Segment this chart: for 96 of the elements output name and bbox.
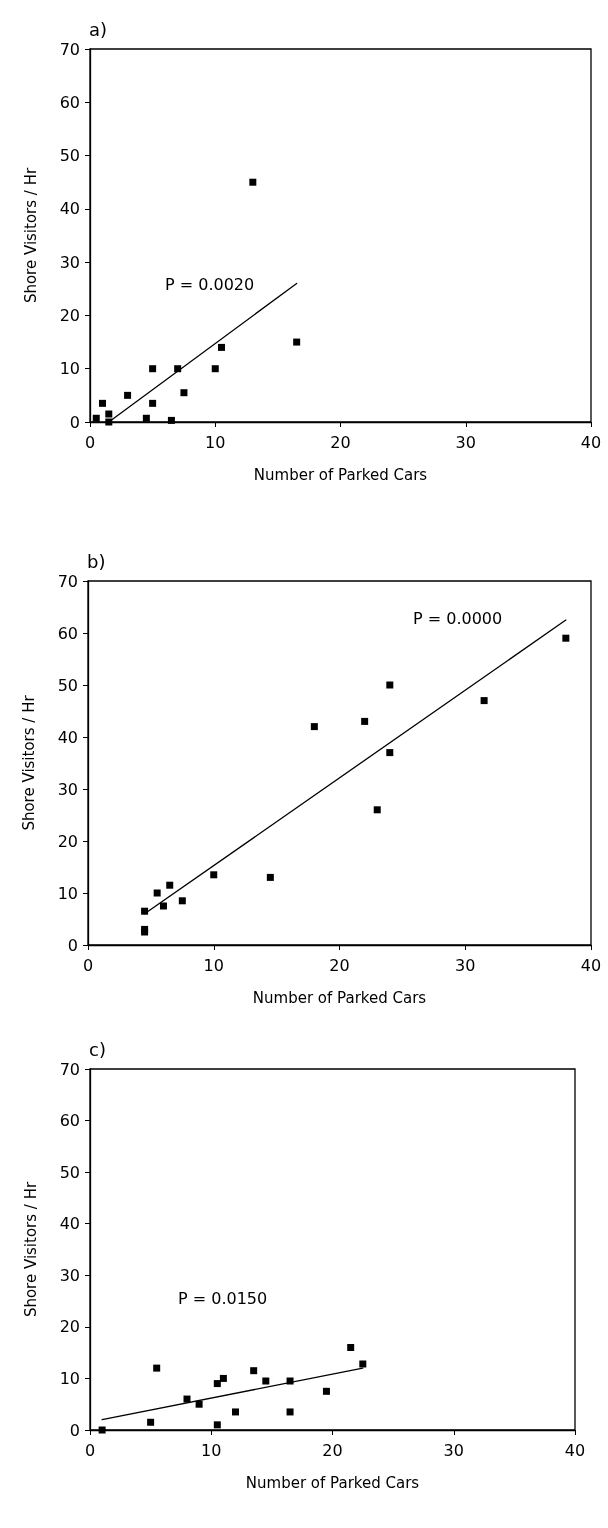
point	[480, 697, 488, 705]
chart-title: c)	[89, 1038, 106, 1060]
y-tick-label: 60	[57, 623, 78, 643]
point	[250, 1367, 258, 1375]
point	[147, 1418, 155, 1426]
y-tick-label: 40	[59, 1214, 80, 1234]
point	[322, 1387, 330, 1395]
y-tick-label: 10	[59, 359, 80, 379]
point	[219, 1374, 227, 1382]
point	[99, 399, 107, 407]
y-tick-label: 50	[57, 675, 78, 695]
point	[183, 1395, 191, 1403]
point	[153, 889, 161, 897]
y-tick-label: 60	[59, 92, 80, 112]
y-tick-label: 10	[59, 1368, 80, 1388]
x-tick-label: 20	[330, 432, 351, 452]
x-tick-label: 40	[580, 432, 602, 452]
y-tick-label: 0	[69, 412, 80, 432]
y-axis-title: Shore Visitors / Hr	[21, 1181, 40, 1318]
annotation: P = 0.0150	[178, 1288, 268, 1308]
x-tick-label: 40	[564, 1440, 586, 1460]
chart-title: b)	[87, 550, 106, 572]
point	[174, 365, 182, 373]
x-tick-label: 0	[84, 432, 96, 452]
annotation: P = 0.0020	[165, 274, 255, 294]
point	[178, 897, 186, 905]
y-tick-label: 20	[59, 1317, 80, 1337]
y-tick-label: 70	[59, 39, 80, 59]
point	[180, 389, 188, 397]
point	[159, 902, 167, 910]
point	[92, 414, 100, 422]
point	[153, 1364, 161, 1372]
y-axis-title: Shore Visitors / Hr	[21, 167, 40, 304]
x-tick-label: 30	[455, 955, 476, 975]
y-tick-label: 60	[59, 1111, 80, 1131]
point	[262, 1377, 270, 1385]
x-tick-label: 40	[580, 955, 602, 975]
point	[195, 1400, 203, 1408]
point	[124, 391, 132, 399]
y-tick-label: 30	[57, 779, 78, 799]
x-tick-label: 10	[203, 955, 224, 975]
y-tick-label: 40	[57, 727, 78, 747]
point	[286, 1408, 294, 1416]
y-tick-label: 30	[59, 1265, 80, 1285]
x-tick-label: 30	[455, 432, 476, 452]
x-tick-label: 0	[84, 1440, 96, 1460]
y-axis-title: Shore Visitors / Hr	[19, 694, 38, 831]
x-axis-title: Number of Parked Cars	[245, 1473, 420, 1492]
point	[310, 723, 318, 731]
point	[232, 1408, 239, 1416]
point	[149, 365, 157, 373]
point	[218, 343, 226, 351]
y-tick-label: 10	[57, 883, 78, 903]
point	[359, 1360, 367, 1368]
y-tick-label: 30	[59, 252, 80, 272]
point	[266, 873, 274, 881]
point	[149, 399, 157, 407]
x-axis-title: Number of Parked Cars	[252, 988, 427, 1007]
point	[562, 634, 570, 642]
point	[213, 1380, 221, 1388]
x-tick-label: 0	[82, 955, 94, 975]
annotation: P = 0.0000	[413, 608, 503, 628]
y-tick-label: 70	[57, 571, 78, 591]
point	[347, 1343, 355, 1351]
point	[98, 1426, 106, 1434]
point	[166, 881, 174, 889]
y-tick-label: 40	[59, 199, 80, 219]
point	[249, 178, 257, 186]
x-tick-label: 20	[322, 1440, 343, 1460]
point	[386, 681, 394, 689]
x-tick-label: 20	[329, 955, 350, 975]
y-tick-label: 20	[57, 831, 78, 851]
y-tick-label: 20	[59, 305, 80, 325]
point	[105, 410, 113, 418]
point	[211, 365, 219, 373]
x-tick-label: 10	[205, 432, 226, 452]
y-tick-label: 50	[59, 1162, 80, 1182]
y-tick-label: 70	[59, 1059, 80, 1079]
point	[373, 806, 381, 814]
point	[210, 871, 218, 879]
point	[105, 418, 113, 426]
point	[142, 414, 150, 422]
x-tick-label: 10	[201, 1440, 222, 1460]
point	[293, 338, 301, 346]
y-tick-label: 50	[59, 146, 80, 166]
x-axis-title: Number of Parked Cars	[253, 465, 428, 484]
x-tick-label: 30	[443, 1440, 464, 1460]
point	[286, 1377, 294, 1385]
point	[386, 749, 394, 757]
y-tick-label: 0	[69, 1420, 80, 1440]
point	[141, 907, 149, 915]
point	[167, 416, 175, 424]
point	[213, 1421, 221, 1429]
y-tick-label: 0	[67, 935, 78, 955]
point	[361, 717, 369, 725]
chart-title: a)	[89, 18, 108, 40]
